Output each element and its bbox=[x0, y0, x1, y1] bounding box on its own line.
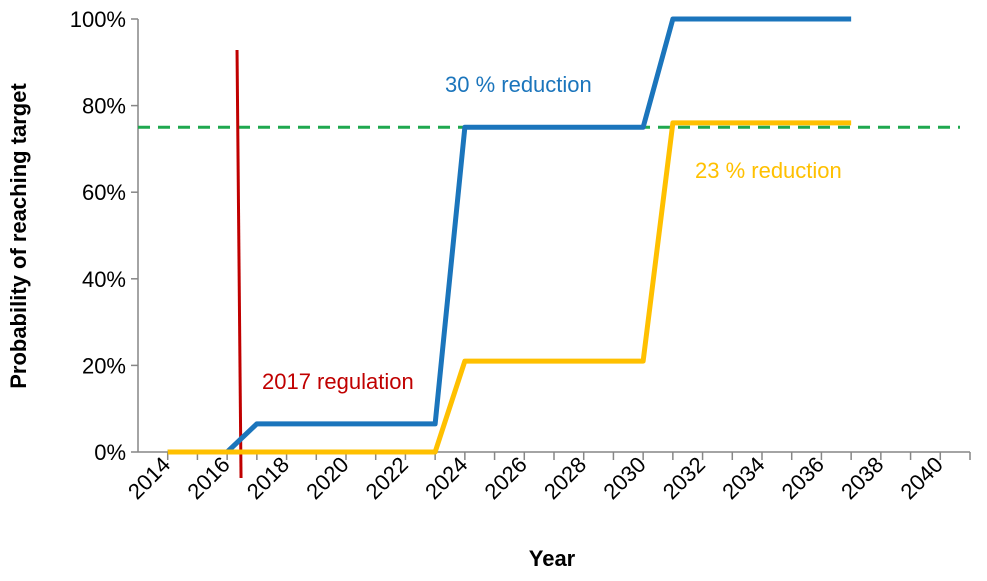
y-axis-label: Probability of reaching target bbox=[6, 83, 31, 389]
y-tick-label: 40% bbox=[82, 267, 126, 292]
annotation: 23 % reduction bbox=[695, 158, 842, 183]
annotation: 30 % reduction bbox=[445, 72, 592, 97]
x-axis-label: Year bbox=[529, 546, 576, 571]
y-tick-label: 80% bbox=[82, 94, 126, 119]
series-line bbox=[167, 16, 852, 455]
series-line bbox=[167, 120, 852, 455]
annotation: 2017 regulation bbox=[262, 369, 414, 394]
y-tick-label: 60% bbox=[82, 180, 126, 205]
y-tick-label: 20% bbox=[82, 353, 126, 378]
regulation-line bbox=[235, 49, 243, 479]
y-tick-label: 0% bbox=[94, 440, 126, 465]
y-tick-label: 100% bbox=[70, 7, 126, 32]
